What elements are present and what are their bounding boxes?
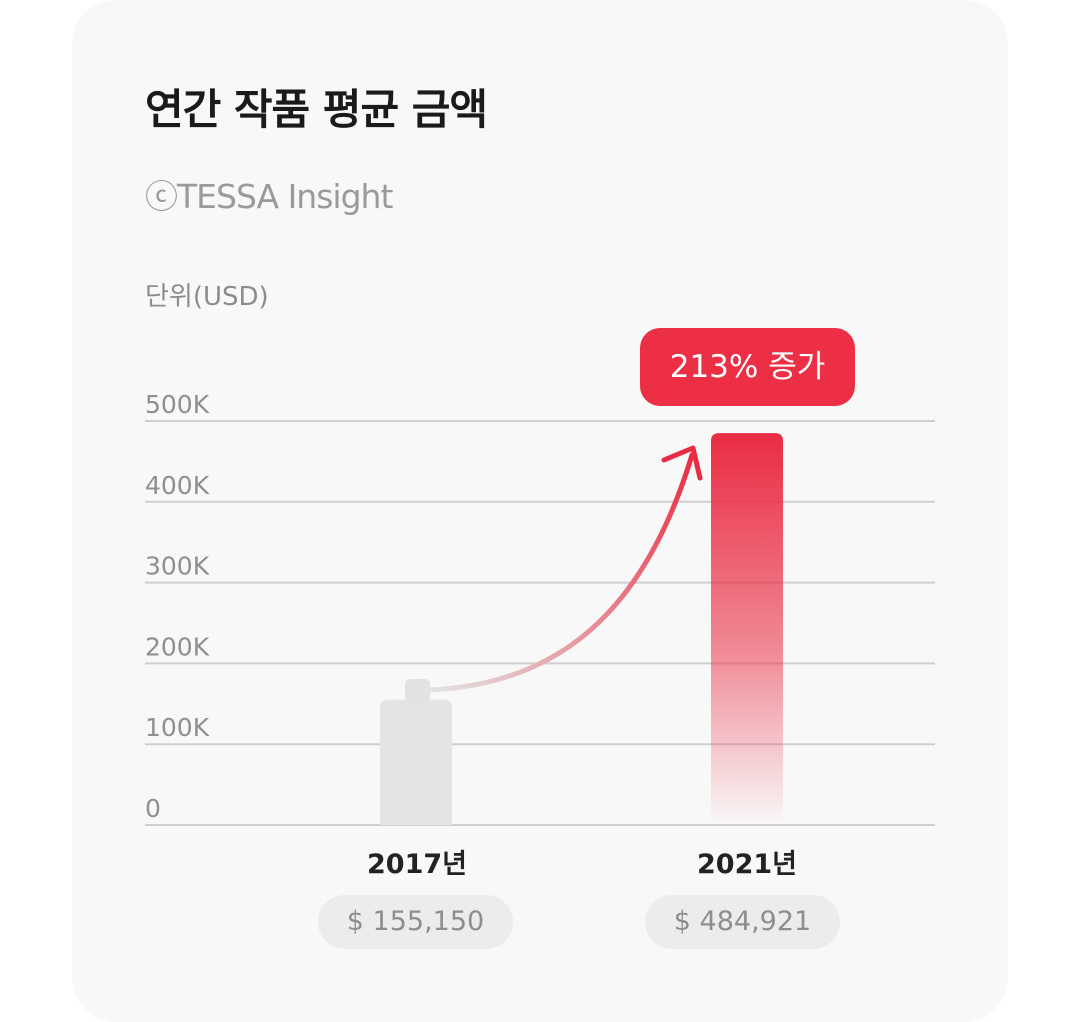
y-tick-label: 200K [145, 632, 210, 661]
x-label-2021: 2021년 [697, 849, 797, 880]
arrow-start-marker [405, 679, 430, 702]
y-axis-unit-label: 단위(USD) [145, 282, 269, 312]
growth-arrow [425, 452, 695, 693]
growth-arrowhead [661, 445, 703, 481]
increase-badge: 213% 증가 [640, 328, 855, 406]
bar-0 [380, 699, 452, 825]
y-tick-label: 400K [145, 471, 210, 500]
chart-card [72, 0, 1008, 1022]
y-tick-label: 0 [145, 794, 161, 823]
y-tick-label: 500K [145, 390, 210, 419]
y-tick-label: 100K [145, 713, 210, 742]
chart-subtitle: ⓒTESSA Insight [145, 177, 393, 216]
x-label-2017: 2017년 [367, 849, 467, 880]
chart-title: 연간 작품 평균 금액 [145, 85, 488, 134]
value-pill-2017: $ 155,150 [318, 895, 513, 949]
bar-1 [711, 433, 783, 825]
y-tick-label: 300K [145, 552, 210, 581]
value-pill-2021: $ 484,921 [645, 895, 840, 949]
